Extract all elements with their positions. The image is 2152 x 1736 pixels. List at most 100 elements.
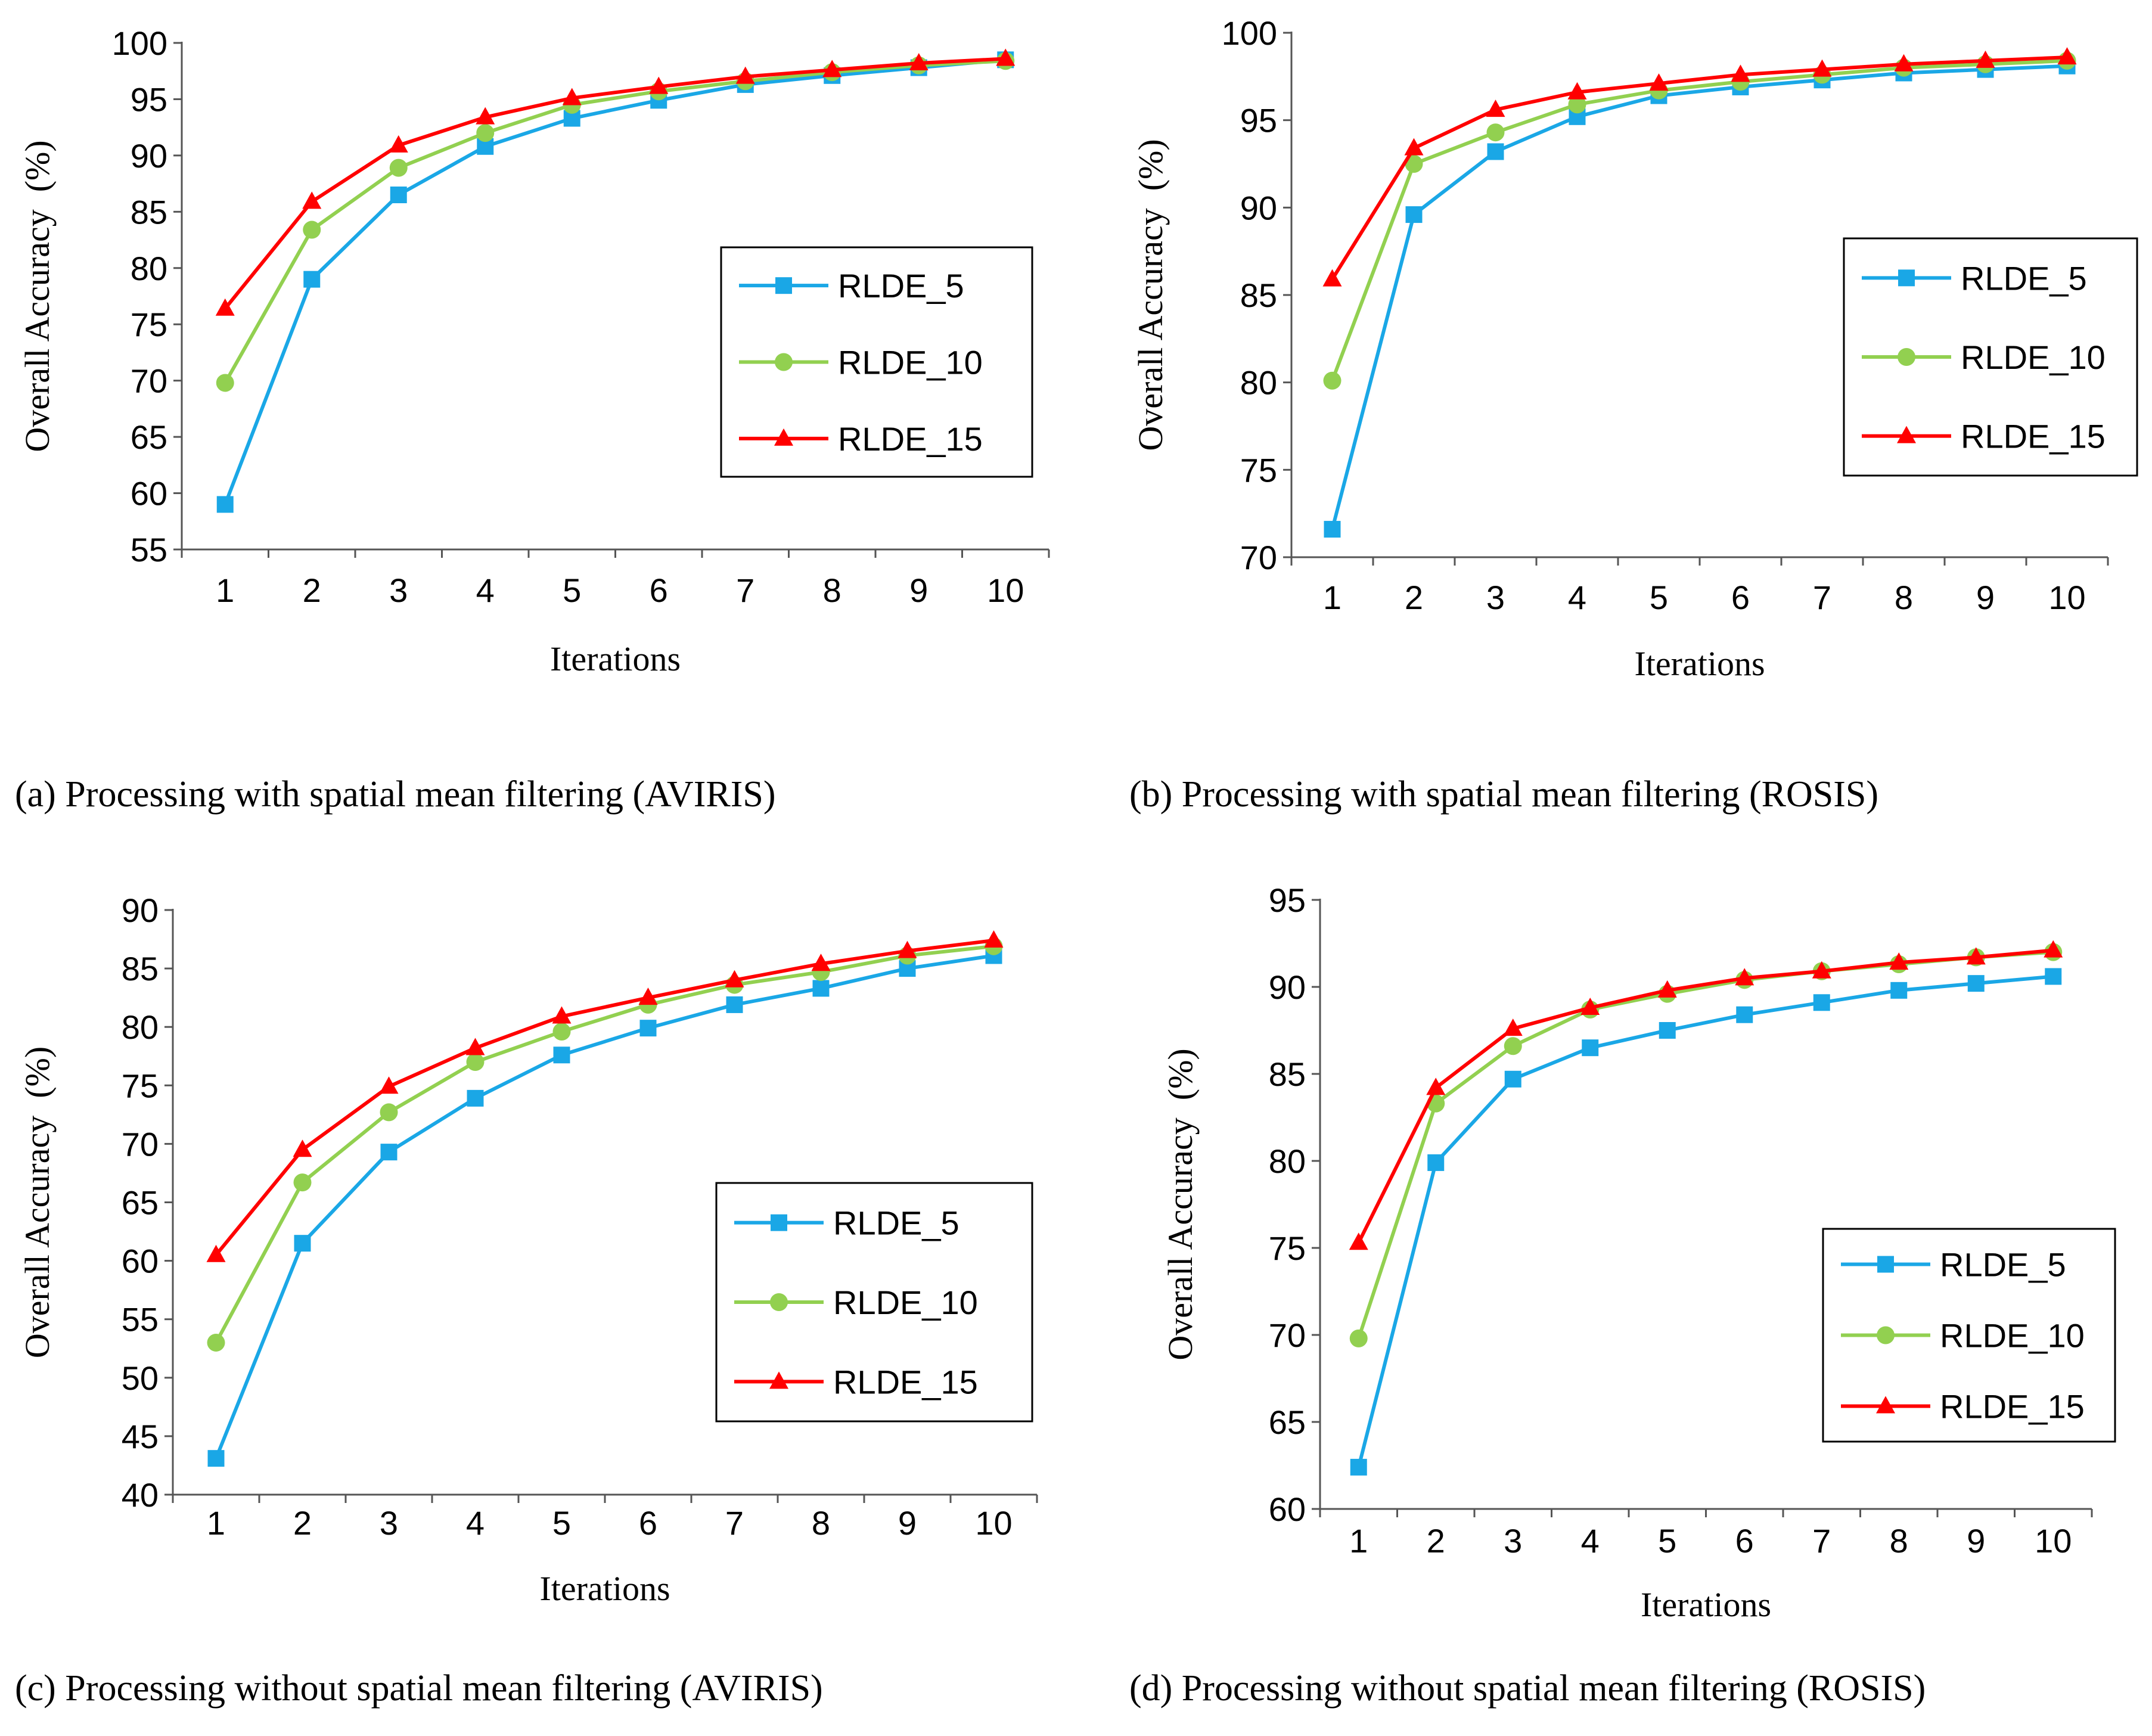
- data-point: [215, 298, 235, 316]
- x-tick-label: 10: [2035, 1522, 2072, 1560]
- x-tick-label: 3: [389, 572, 408, 609]
- series-line: [1356, 974, 2054, 1468]
- x-tick-label: 7: [725, 1504, 744, 1542]
- data-point: [1812, 59, 1832, 77]
- y-tick-label: 45: [122, 1418, 159, 1455]
- y-tick-label: 75: [1240, 451, 1277, 489]
- series-rlde-15: [1322, 47, 2077, 287]
- data-point: [1350, 1458, 1367, 1476]
- x-tick-label: 4: [476, 572, 495, 609]
- y-tick-label: 80: [122, 1008, 159, 1046]
- y-tick-label: 55: [122, 1301, 159, 1339]
- data-point: [1323, 371, 1341, 390]
- series-line: [1330, 55, 2067, 281]
- data-point: [389, 135, 408, 153]
- data-point: [1322, 269, 1342, 287]
- x-tick-label: 9: [909, 572, 928, 609]
- data-point: [379, 1076, 399, 1094]
- legend: RLDE_5 RLDE_10 RLDE_15: [1822, 1228, 2116, 1443]
- legend-label: RLDE_5: [838, 267, 964, 305]
- data-point: [1580, 998, 1600, 1015]
- y-tick-label: 70: [122, 1125, 159, 1163]
- legend-marker: [1898, 348, 1915, 366]
- x-tick-label: 5: [1650, 579, 1668, 616]
- data-point: [1736, 1006, 1753, 1023]
- x-axis-title: Iterations: [1641, 1585, 1771, 1624]
- data-point: [909, 53, 929, 70]
- x-tick-label: 1: [216, 572, 234, 609]
- data-point: [552, 1006, 572, 1024]
- y-tick-label: 90: [1269, 968, 1306, 1006]
- data-point: [996, 48, 1016, 66]
- y-tick-label: 95: [1269, 881, 1306, 919]
- data-point: [552, 1023, 571, 1041]
- x-tick-label: 4: [466, 1504, 485, 1542]
- data-point: [1890, 982, 1908, 999]
- legend-label: RLDE_15: [1940, 1388, 2085, 1426]
- legend-label: RLDE_10: [1940, 1317, 2085, 1355]
- data-point: [1889, 952, 1909, 970]
- data-point: [216, 496, 234, 513]
- data-point: [898, 940, 917, 958]
- y-tick-label: 100: [112, 24, 167, 62]
- data-point: [1487, 143, 1504, 160]
- series-line: [214, 944, 994, 1344]
- legend-label: RLDE_5: [1940, 1246, 2066, 1284]
- data-point: [207, 1450, 225, 1467]
- series-line: [223, 57, 1006, 310]
- x-tick-label: 9: [1967, 1522, 1985, 1560]
- data-point: [216, 374, 234, 392]
- y-tick-label: 60: [1269, 1490, 1306, 1528]
- x-tick-label: 10: [2048, 579, 2085, 616]
- x-tick-label: 8: [1895, 579, 1913, 616]
- y-tick-label: 75: [131, 306, 167, 343]
- data-point: [1967, 975, 1985, 992]
- y-tick-label: 90: [122, 892, 159, 929]
- legend-label: RLDE_15: [1961, 418, 2106, 455]
- x-tick-label: 6: [639, 1504, 657, 1542]
- data-point: [1657, 980, 1677, 998]
- data-point: [1503, 1018, 1523, 1036]
- data-point: [1426, 1077, 1446, 1095]
- data-point: [465, 1038, 485, 1055]
- data-point: [1504, 1037, 1522, 1055]
- data-point: [1349, 1329, 1368, 1347]
- legend-label: RLDE_10: [838, 344, 983, 381]
- x-tick-label: 2: [293, 1504, 312, 1542]
- data-point: [2045, 968, 2062, 985]
- panel-caption: (c) Processing without spatial mean filt…: [15, 1668, 823, 1709]
- legend: RLDE_5 RLDE_10 RLDE_15: [715, 1182, 1033, 1423]
- data-point: [1504, 1070, 1521, 1088]
- x-tick-label: 4: [1581, 1522, 1600, 1560]
- legend-marker: [775, 353, 793, 371]
- x-tick-label: 10: [987, 572, 1024, 609]
- y-tick-label: 85: [122, 950, 159, 987]
- x-tick-label: 9: [898, 1504, 917, 1542]
- series-line: [223, 58, 1006, 505]
- series-rlde-15: [206, 930, 1004, 1262]
- x-tick-label: 8: [812, 1504, 830, 1542]
- y-tick-label: 85: [131, 193, 167, 231]
- data-point: [1568, 95, 1586, 114]
- legend-marker: [1898, 269, 1915, 287]
- data-point: [812, 980, 830, 997]
- panel-caption: (d) Processing without spatial mean filt…: [1129, 1668, 1926, 1709]
- legend-marker: [1877, 1326, 1895, 1344]
- data-point: [466, 1053, 485, 1072]
- data-point: [1324, 521, 1341, 538]
- panel-caption: (b) Processing with spatial mean filteri…: [1129, 774, 1878, 815]
- data-point: [1405, 155, 1423, 173]
- y-tick-label: 65: [131, 418, 167, 456]
- chart-a: 55 60 65 70 75 80 85 90 95 100 1 2 3 4 5 6 7 8 9 10 Iteratio…: [15, 24, 1050, 815]
- data-point: [1649, 73, 1669, 91]
- data-point: [293, 1173, 312, 1192]
- data-point: [1404, 138, 1424, 156]
- data-point: [1735, 968, 1754, 986]
- legend-marker: [771, 1214, 787, 1231]
- y-tick-label: 75: [122, 1067, 159, 1104]
- series-line: [214, 954, 994, 1459]
- x-tick-label: 7: [736, 572, 754, 609]
- legend-label: RLDE_10: [1961, 338, 2106, 376]
- data-point: [380, 1144, 398, 1161]
